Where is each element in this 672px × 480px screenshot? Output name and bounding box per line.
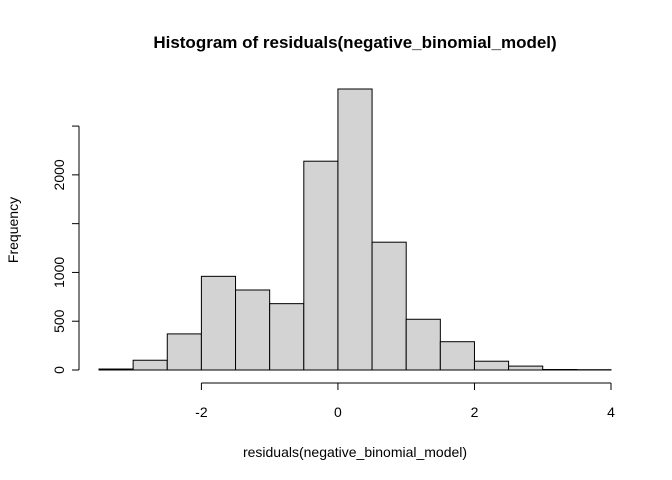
y-axis-label: Frequency [5,197,21,263]
x-axis: -2 0 2 4 [195,382,615,420]
histogram-bar [269,303,305,371]
x-tick-label: 2 [471,404,479,420]
histogram-bar [98,368,134,371]
y-axis: 0 500 1000 2000 [51,125,80,374]
histogram-bar [200,275,237,371]
y-tick-label: 1000 [51,257,67,288]
x-tick-label: 4 [607,404,615,420]
y-tick-label: 2000 [51,159,67,190]
histogram-bar [508,365,544,371]
histogram-bar [235,289,271,371]
histogram-bar [439,341,475,371]
y-tick-label: 500 [51,309,67,333]
y-tick-label: 0 [51,366,67,374]
histogram-bar [337,88,373,371]
histogram-bar [166,333,202,371]
histogram-bar [303,160,339,371]
x-axis-label: residuals(negative_binomial_model) [243,444,467,460]
x-tick-label: -2 [195,404,208,420]
bars-group [98,88,612,371]
histogram-bar [473,360,510,371]
x-tick-label: 0 [334,404,342,420]
histogram-bar [132,359,168,371]
histogram-bar [405,318,441,371]
chart-title: Histogram of residuals(negative_binomial… [153,33,556,52]
histogram-bar [371,241,407,371]
